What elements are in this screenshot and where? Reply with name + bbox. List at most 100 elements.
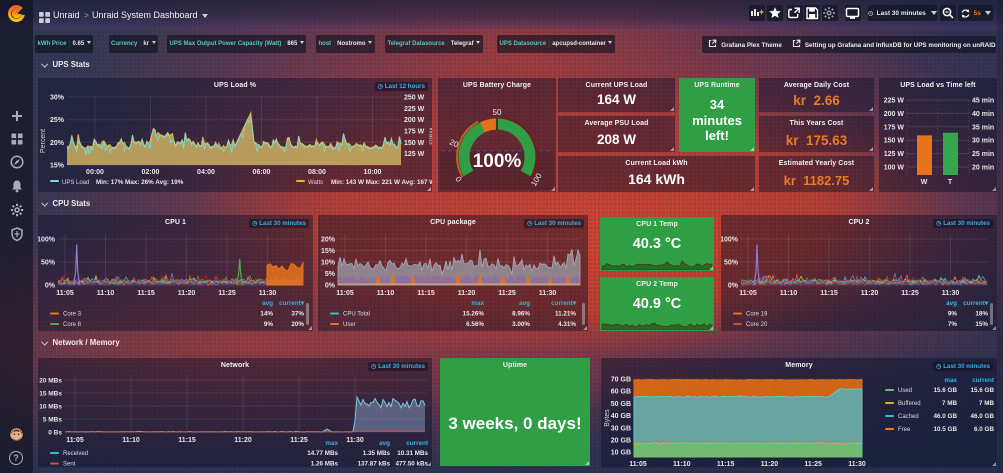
svg-text:11:30: 11:30 bbox=[539, 290, 557, 297]
svg-text:477.50 kBs: 477.50 kBs bbox=[395, 461, 428, 468]
svg-text:0%: 0% bbox=[45, 283, 56, 290]
svg-text:Core 3: Core 3 bbox=[63, 312, 82, 318]
svg-text:100 W: 100 W bbox=[884, 165, 905, 172]
svg-text:11:10: 11:10 bbox=[97, 290, 115, 297]
svg-text:3.00%: 3.00% bbox=[512, 321, 530, 328]
svg-text:current: current bbox=[406, 440, 429, 447]
svg-text:11:05: 11:05 bbox=[739, 290, 757, 297]
svg-text:11:20: 11:20 bbox=[234, 437, 252, 444]
svg-text:10.5 GB: 10.5 GB bbox=[934, 426, 958, 433]
svg-text:225 W: 225 W bbox=[404, 106, 425, 113]
svg-text:20%: 20% bbox=[291, 321, 304, 328]
svg-text:20 MBs: 20 MBs bbox=[39, 378, 62, 385]
svg-text:20%: 20% bbox=[50, 140, 65, 147]
svg-text:Bytes: Bytes bbox=[604, 409, 611, 427]
svg-text:UPS Load: UPS Load bbox=[62, 180, 89, 186]
svg-text:15 MBs: 15 MBs bbox=[39, 391, 62, 398]
svg-text:11:05: 11:05 bbox=[629, 461, 647, 467]
svg-text:20 GB: 20 GB bbox=[611, 438, 631, 445]
svg-text:100%: 100% bbox=[473, 151, 522, 172]
svg-text:11:15: 11:15 bbox=[820, 290, 838, 297]
svg-text:9%: 9% bbox=[948, 311, 958, 318]
svg-text:current: current bbox=[972, 377, 995, 384]
svg-text:02:00: 02:00 bbox=[142, 169, 160, 176]
svg-text:avg: avg bbox=[379, 440, 390, 447]
svg-text:11:25: 11:25 bbox=[498, 290, 516, 297]
svg-text:37%: 37% bbox=[291, 311, 304, 318]
svg-text:max: max bbox=[944, 377, 957, 384]
svg-text:08:00: 08:00 bbox=[308, 169, 326, 176]
svg-text:0%: 0% bbox=[728, 283, 739, 290]
svg-text:25 min: 25 min bbox=[972, 151, 994, 158]
svg-text:8.96%: 8.96% bbox=[512, 311, 530, 318]
svg-text:4.31%: 4.31% bbox=[558, 321, 576, 328]
svg-text:11:30: 11:30 bbox=[942, 290, 960, 297]
svg-text:11:25: 11:25 bbox=[218, 290, 236, 297]
svg-text:11:20: 11:20 bbox=[178, 290, 196, 297]
svg-text:50%: 50% bbox=[724, 260, 739, 267]
svg-text:1.26 MBs: 1.26 MBs bbox=[311, 461, 339, 468]
svg-text:18%: 18% bbox=[975, 311, 988, 318]
svg-text:46.0 GB: 46.0 GB bbox=[934, 413, 958, 420]
svg-text:40 GB: 40 GB bbox=[611, 413, 631, 420]
svg-text:Min: 17% Max: 26% Avg: 19%: Min: 17% Max: 26% Avg: 19% bbox=[96, 179, 184, 186]
svg-text:11:25: 11:25 bbox=[290, 437, 308, 444]
svg-text:Free: Free bbox=[898, 427, 911, 433]
svg-text:11:10: 11:10 bbox=[377, 290, 395, 297]
svg-text:25%: 25% bbox=[50, 117, 65, 124]
svg-text:15%: 15% bbox=[50, 163, 65, 170]
svg-text:10:00: 10:00 bbox=[364, 169, 382, 176]
svg-text:200 W: 200 W bbox=[884, 111, 905, 118]
svg-text:11:10: 11:10 bbox=[673, 461, 691, 467]
svg-text:35 min: 35 min bbox=[972, 124, 994, 131]
svg-text:11:20: 11:20 bbox=[861, 290, 879, 297]
svg-text:50%: 50% bbox=[41, 260, 56, 267]
svg-text:100%: 100% bbox=[38, 237, 56, 244]
svg-text:60 GB: 60 GB bbox=[611, 389, 631, 396]
svg-text:14%: 14% bbox=[260, 311, 273, 318]
svg-text:10 GB: 10 GB bbox=[611, 450, 631, 457]
svg-text:150 W: 150 W bbox=[884, 138, 905, 145]
svg-text:125 W: 125 W bbox=[404, 151, 425, 158]
svg-text:11:15: 11:15 bbox=[137, 290, 155, 297]
svg-text:175 W: 175 W bbox=[884, 124, 905, 131]
svg-text:125 W: 125 W bbox=[884, 151, 905, 158]
svg-text:Used: Used bbox=[898, 388, 912, 394]
svg-text:11:05: 11:05 bbox=[66, 437, 84, 444]
svg-text:50: 50 bbox=[493, 108, 502, 117]
svg-text:0 Bs: 0 Bs bbox=[48, 430, 62, 437]
svg-text:137.87 kBs: 137.87 kBs bbox=[357, 461, 390, 468]
svg-text:Min: 143 W Max: 221 W Avg: 167: Min: 143 W Max: 221 W Avg: 167 W bbox=[331, 179, 432, 186]
svg-text:max: max bbox=[325, 440, 338, 447]
svg-text:Watts: Watts bbox=[428, 127, 433, 145]
svg-text:10.31 MBs: 10.31 MBs bbox=[397, 450, 428, 457]
svg-text:Watts: Watts bbox=[308, 180, 323, 186]
svg-text:7 MB: 7 MB bbox=[979, 400, 994, 407]
svg-text:1.35 MBs: 1.35 MBs bbox=[363, 450, 391, 457]
svg-text:20: 20 bbox=[448, 138, 460, 150]
svg-text:max: max bbox=[471, 300, 484, 307]
svg-text:6.56%: 6.56% bbox=[466, 321, 484, 328]
svg-text:CPU Total: CPU Total bbox=[343, 312, 370, 318]
svg-text:W: W bbox=[921, 179, 928, 186]
svg-text:100%: 100% bbox=[721, 237, 739, 244]
svg-text:5%: 5% bbox=[325, 271, 336, 278]
svg-text:30%: 30% bbox=[50, 95, 65, 102]
svg-text:15%: 15% bbox=[321, 248, 336, 255]
svg-text:11:30: 11:30 bbox=[346, 437, 364, 444]
svg-text:20%: 20% bbox=[321, 237, 336, 244]
svg-text:10%: 10% bbox=[321, 260, 336, 267]
svg-text:11:20: 11:20 bbox=[761, 461, 779, 467]
svg-text:User: User bbox=[343, 322, 356, 328]
svg-text:11:20: 11:20 bbox=[458, 290, 476, 297]
svg-text:11:15: 11:15 bbox=[417, 290, 435, 297]
svg-text:30 min: 30 min bbox=[972, 138, 994, 145]
svg-text:11:25: 11:25 bbox=[804, 461, 822, 467]
svg-text:46.0 GB: 46.0 GB bbox=[971, 413, 995, 420]
svg-text:11:05: 11:05 bbox=[56, 290, 74, 297]
svg-text:Core 8: Core 8 bbox=[63, 322, 82, 328]
svg-text:15.6 GB: 15.6 GB bbox=[934, 387, 958, 394]
svg-text:11:15: 11:15 bbox=[178, 437, 196, 444]
svg-text:70 GB: 70 GB bbox=[611, 377, 631, 384]
svg-text:9%: 9% bbox=[264, 321, 274, 328]
